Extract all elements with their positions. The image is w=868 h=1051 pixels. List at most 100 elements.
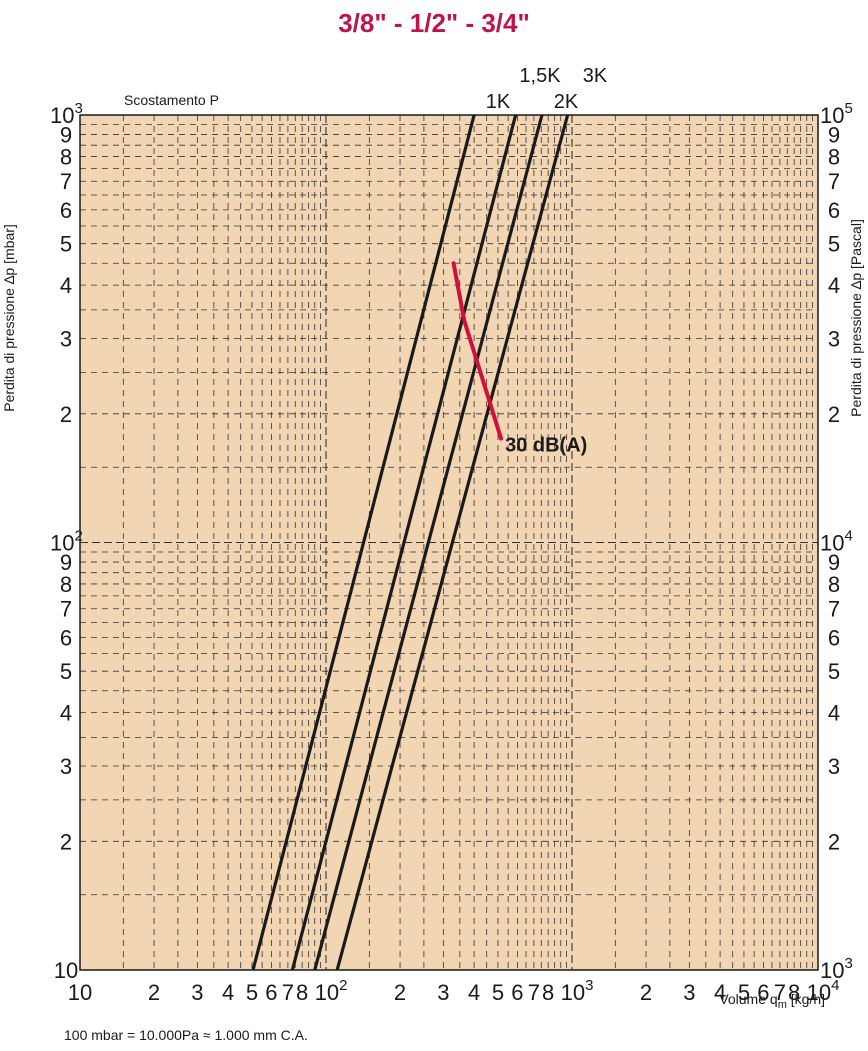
y-tick-label-left: 3 xyxy=(60,754,72,779)
x-axis-label-unit: [kg/h] xyxy=(787,991,825,1007)
y-tick-label-left-base: 2 xyxy=(60,402,72,427)
y-tick-label-right-base: 3 xyxy=(828,754,840,779)
y-tick-label-left-base: 10 xyxy=(50,103,74,128)
y-tick-label-right-base: 5 xyxy=(828,659,840,684)
x-tick-label-base: 6 xyxy=(757,980,769,1005)
x-tick-label-base: 10 xyxy=(807,980,831,1005)
y-tick-label-right: 7 xyxy=(828,597,840,622)
y-tick-label-right: 3 xyxy=(828,327,840,352)
x-tick-label-base: 7 xyxy=(774,980,786,1005)
series-label: 1K xyxy=(486,91,511,113)
x-tick-label: 8 xyxy=(788,980,800,1005)
y-tick-label-left: 8 xyxy=(60,144,72,169)
x-tick-label: 4 xyxy=(468,980,480,1005)
y-tick-label-left-base: 6 xyxy=(60,625,72,650)
x-tick-label: 104 xyxy=(807,977,840,1005)
y-tick-label-right-exponent: 5 xyxy=(844,100,852,117)
y-tick-label-right-base: 5 xyxy=(828,232,840,257)
y-tick-label-left: 9 xyxy=(60,550,72,575)
y-tick-label-right-base: 4 xyxy=(828,701,840,726)
x-tick-label: 8 xyxy=(542,980,554,1005)
y-tick-label-right: 105 xyxy=(820,100,853,128)
y-tick-label-left-base: 9 xyxy=(60,123,72,148)
y-tick-label-left-exponent: 2 xyxy=(74,528,82,545)
x-tick-label-base: 8 xyxy=(542,980,554,1005)
y-tick-label-right: 5 xyxy=(828,659,840,684)
y-tick-label-left-base: 9 xyxy=(60,550,72,575)
x-tick-label: 5 xyxy=(246,980,258,1005)
series-label: 2K xyxy=(554,91,579,113)
y-tick-label-right: 2 xyxy=(828,402,840,427)
x-tick-label-exponent: 2 xyxy=(339,977,347,994)
y-tick-label-left-base: 7 xyxy=(60,169,72,194)
y-tick-label-right-base: 4 xyxy=(828,273,840,298)
x-tick-label-base: 8 xyxy=(296,980,308,1005)
y-tick-label-right: 6 xyxy=(828,625,840,650)
y-tick-label-left-base: 8 xyxy=(60,144,72,169)
series-line xyxy=(313,114,544,971)
offset-label: Scostamento P xyxy=(124,92,219,108)
x-tick-label: 4 xyxy=(714,980,726,1005)
x-tick-label: 2 xyxy=(148,980,160,1005)
y-tick-label-right: 3 xyxy=(828,754,840,779)
y-tick-label-left-base: 10 xyxy=(50,531,74,556)
x-tick-label-base: 7 xyxy=(282,980,294,1005)
chart-title: 3/8" - 1/2" - 3/4" xyxy=(338,8,530,38)
x-tick-label: 3 xyxy=(683,980,695,1005)
y-tick-label-right-base: 10 xyxy=(820,531,844,556)
y-tick-label-left-base: 4 xyxy=(60,701,72,726)
y-tick-label-left: 8 xyxy=(60,572,72,597)
y-tick-label-left-base: 4 xyxy=(60,273,72,298)
y-tick-label-right: 103 xyxy=(820,955,853,983)
x-tick-label: 5 xyxy=(492,980,504,1005)
x-tick-label: 10 xyxy=(68,980,92,1005)
x-tick-label-base: 5 xyxy=(738,980,750,1005)
series-label: 1,5K xyxy=(519,65,561,87)
x-tick-label: 3 xyxy=(437,980,449,1005)
y-tick-label-left-exponent: 3 xyxy=(74,100,82,117)
y-tick-label-left: 5 xyxy=(60,232,72,257)
x-tick-label-base: 2 xyxy=(148,980,160,1005)
y-tick-label-left: 7 xyxy=(60,169,72,194)
x-tick-label: 8 xyxy=(296,980,308,1005)
y-tick-label-right-base: 7 xyxy=(828,169,840,194)
x-tick-label: 7 xyxy=(528,980,540,1005)
x-tick-label-base: 4 xyxy=(222,980,234,1005)
y-tick-label-right-base: 6 xyxy=(828,625,840,650)
x-tick-label-base: 5 xyxy=(492,980,504,1005)
x-tick-label-base: 10 xyxy=(68,980,92,1005)
y-tick-label-left: 103 xyxy=(50,100,83,128)
y-tick-label-right: 8 xyxy=(828,572,840,597)
y-tick-label-right-exponent: 3 xyxy=(844,955,852,972)
x-tick-label-base: 6 xyxy=(265,980,277,1005)
x-tick-label-base: 2 xyxy=(394,980,406,1005)
x-tick-label: 2 xyxy=(394,980,406,1005)
x-tick-label-base: 3 xyxy=(191,980,203,1005)
x-tick-label: 7 xyxy=(282,980,294,1005)
y-tick-label-left-base: 3 xyxy=(60,327,72,352)
x-tick-label: 3 xyxy=(191,980,203,1005)
x-tick-label-base: 8 xyxy=(788,980,800,1005)
x-tick-label: 6 xyxy=(757,980,769,1005)
y-tick-label-left: 7 xyxy=(60,597,72,622)
x-tick-label-base: 6 xyxy=(511,980,523,1005)
x-tick-label: 6 xyxy=(511,980,523,1005)
x-tick-label: 103 xyxy=(561,977,594,1005)
y-tick-label-right: 5 xyxy=(828,232,840,257)
x-tick-label: 7 xyxy=(774,980,786,1005)
x-tick-label-base: 3 xyxy=(683,980,695,1005)
y-axis-label-left: Perdita di pressione ∆p [mbar] xyxy=(1,224,17,412)
y-tick-label-left-base: 3 xyxy=(60,754,72,779)
y-tick-label-left: 9 xyxy=(60,123,72,148)
y-tick-label-left: 102 xyxy=(50,528,83,556)
y-tick-label-left: 3 xyxy=(60,327,72,352)
y-axis-label-right: Perdita di pressione ∆p [Pascal] xyxy=(848,219,864,417)
y-tick-label-left-base: 10 xyxy=(54,958,78,983)
y-tick-label-left-base: 8 xyxy=(60,572,72,597)
y-tick-label-right-base: 10 xyxy=(820,103,844,128)
x-axis-label: Volume qm [kg/h] xyxy=(719,991,825,1011)
x-tick-label: 102 xyxy=(315,977,348,1005)
y-tick-label-left: 10 xyxy=(54,958,78,983)
y-tick-label-right-base: 6 xyxy=(828,198,840,223)
